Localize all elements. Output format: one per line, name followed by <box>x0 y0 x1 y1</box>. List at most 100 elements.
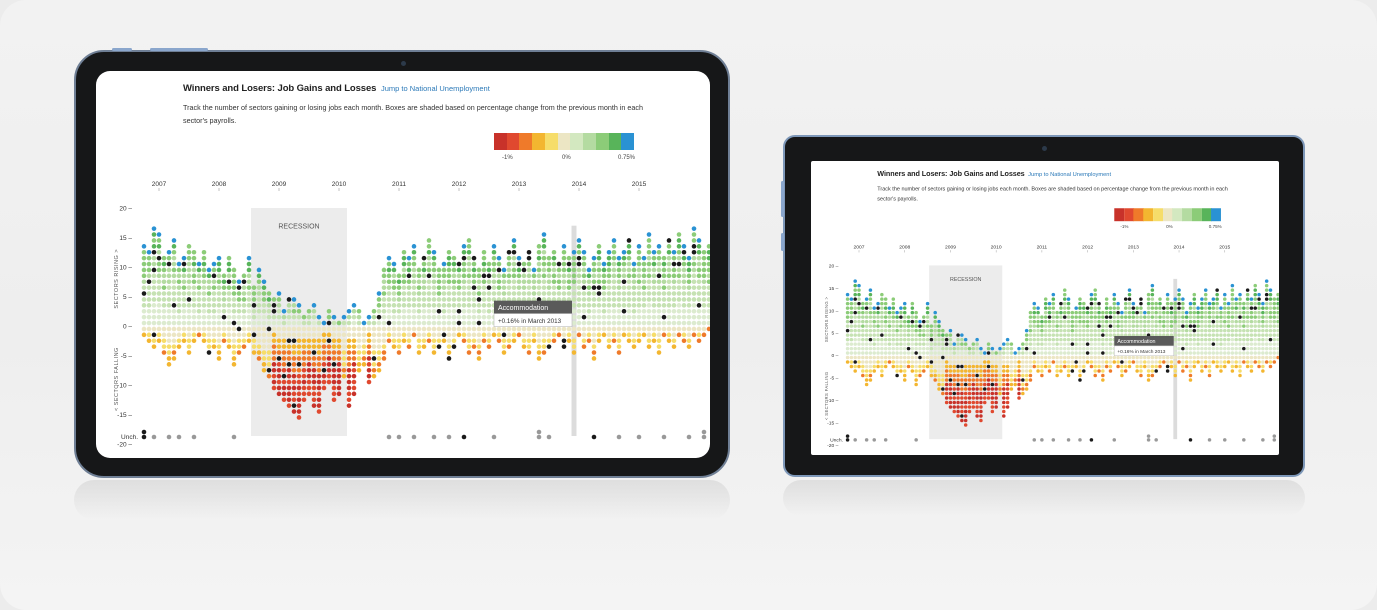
sector-dot-falling <box>546 332 552 338</box>
sector-dot-rising <box>922 342 926 346</box>
sector-dot-rising <box>606 308 612 314</box>
sector-dot-falling <box>975 414 979 418</box>
sector-dot-rising <box>676 285 682 290</box>
sector-dot-rising <box>676 267 682 273</box>
sector-dot-rising <box>661 261 667 267</box>
sector-dot-unchanged <box>686 434 692 440</box>
sector-dot-falling <box>416 350 422 355</box>
sector-dot-rising <box>556 291 562 296</box>
sector-dot-rising <box>891 328 896 333</box>
y-tick-label: 15 – <box>119 235 132 242</box>
year-tick-label: 2008 <box>212 181 227 188</box>
sector-dot-rising <box>481 255 487 261</box>
sector-dot-rising <box>857 301 861 306</box>
sector-dot-falling <box>341 326 347 332</box>
sector-dot-rising <box>1230 342 1235 346</box>
sector-dot-rising <box>891 342 896 346</box>
sector-dot-rising <box>1055 346 1059 351</box>
sector-dot-rising <box>201 291 207 296</box>
sector-dot-falling <box>601 332 607 338</box>
sector-dot-rising <box>676 249 682 255</box>
sector-dot-rising <box>1101 337 1105 342</box>
sector-dot-rising <box>666 291 672 296</box>
sector-dot-falling <box>671 338 677 344</box>
sector-dot-rising <box>616 291 622 296</box>
sector-dot-falling <box>986 373 991 378</box>
sector-dot-rising <box>526 273 532 279</box>
sector-dot-falling <box>929 369 934 373</box>
jump-link[interactable]: Jump to National Unemployment <box>381 84 490 93</box>
sector-dot-falling <box>1108 355 1113 360</box>
sector-dot-falling <box>944 364 949 369</box>
sector-dot-falling <box>426 326 432 332</box>
sector-dot-rising <box>1264 288 1269 292</box>
sector-dot-falling <box>616 326 622 332</box>
sector-dot-rising <box>1062 306 1067 310</box>
sector-dot-falling <box>221 338 227 344</box>
sector-dot-falling <box>431 344 437 349</box>
sector-dot-rising <box>226 279 232 285</box>
sector-dot-falling <box>1169 364 1174 369</box>
color-legend: -1% 0% 0.75% <box>1114 208 1222 230</box>
sector-dot-falling <box>321 344 327 349</box>
sector-dot-falling <box>656 350 662 355</box>
sector-dot-rising <box>1253 288 1257 292</box>
sector-dot-rising <box>641 267 647 273</box>
sector-dot-falling <box>1120 355 1124 360</box>
sector-dot-unchanged <box>386 434 392 440</box>
sector-dot-rising <box>706 303 710 308</box>
sector-dot-rising <box>1116 301 1120 306</box>
sector-dot-falling <box>391 326 397 332</box>
sector-dot-falling <box>441 332 447 338</box>
sector-dot-rising <box>401 320 407 326</box>
sector-dot-falling <box>466 350 472 355</box>
sector-dot-rising <box>1234 328 1238 333</box>
tooltip-value: +0.16% in March 2013 <box>1117 349 1165 355</box>
sector-dot-falling <box>1264 355 1269 360</box>
sector-dot-falling <box>899 360 903 364</box>
sector-dot-rising <box>696 279 702 285</box>
sector-dot-rising <box>436 303 442 308</box>
sector-dot-rising <box>1051 346 1056 351</box>
sector-dot-falling <box>571 338 577 344</box>
sector-dot-rising <box>914 337 918 342</box>
sector-dot-falling <box>271 379 277 385</box>
sector-dot-rising <box>910 319 915 324</box>
sector-dot-falling <box>471 338 477 344</box>
jump-link[interactable]: Jump to National Unemployment <box>1028 170 1112 178</box>
sector-dot-rising <box>1272 351 1277 355</box>
sector-dot-rising <box>1173 315 1177 319</box>
sector-dot-rising <box>1089 310 1094 315</box>
sector-dot-falling <box>701 326 707 332</box>
sector-dot-falling <box>998 373 1002 378</box>
sector-dot-rising <box>146 320 152 326</box>
sector-dot-rising <box>868 306 873 310</box>
sector-dot-rising <box>929 337 934 342</box>
sector-dot-rising <box>1051 319 1056 324</box>
sector-dot-falling <box>171 356 177 361</box>
sector-dot-falling <box>1078 369 1082 373</box>
sector-dot-rising <box>1272 324 1277 328</box>
sector-dot-rising <box>853 283 857 288</box>
sector-dot-rising <box>1043 342 1048 346</box>
sector-dot-falling <box>646 326 652 332</box>
sector-dot-rising <box>406 279 412 285</box>
sector-dot-rising <box>691 291 697 296</box>
sector-dot-rising <box>706 249 710 255</box>
sector-dot-falling <box>1276 355 1279 360</box>
sector-dot-falling <box>326 344 332 349</box>
sector-dot-falling <box>146 338 152 344</box>
legend-label: -1% <box>1120 225 1129 230</box>
article-page: Winners and Losers: Job Gains and Losses… <box>811 161 1279 455</box>
sector-dot-rising <box>191 291 197 296</box>
sector-dot-falling <box>948 396 953 400</box>
sector-dot-rising <box>671 303 677 308</box>
sector-dot-falling <box>541 344 547 349</box>
sector-dot-falling <box>963 418 968 423</box>
sector-dot-falling <box>281 379 287 385</box>
sector-dot-rising <box>406 308 412 314</box>
sector-dot-rising <box>864 306 869 310</box>
sector-dot-rising <box>1181 301 1185 306</box>
